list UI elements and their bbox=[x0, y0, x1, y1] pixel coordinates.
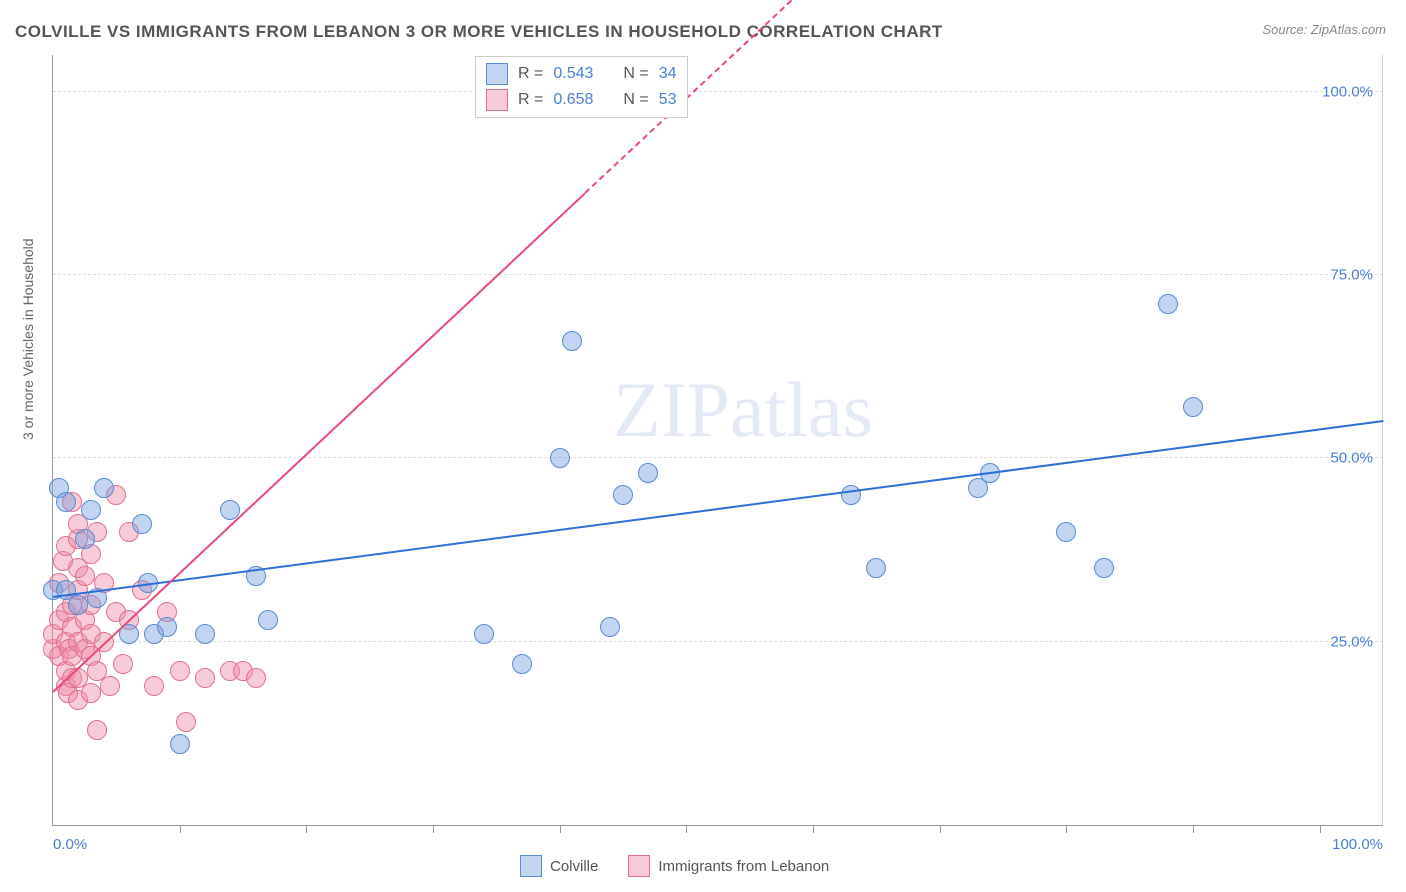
legend-swatch bbox=[520, 855, 542, 877]
correlation-legend: R = 0.543 N = 34 R = 0.658 N = 53 bbox=[475, 56, 688, 118]
data-point bbox=[613, 485, 633, 505]
legend-row: R = 0.543 N = 34 bbox=[486, 61, 677, 87]
x-tick bbox=[433, 825, 434, 833]
n-label: N = bbox=[623, 65, 648, 83]
data-point bbox=[94, 478, 114, 498]
series-legend: Colville Immigrants from Lebanon bbox=[520, 855, 829, 877]
gridline-h bbox=[53, 457, 1383, 458]
n-label: N = bbox=[623, 91, 648, 109]
data-point bbox=[841, 485, 861, 505]
r-value: 0.543 bbox=[553, 65, 593, 83]
data-point bbox=[75, 566, 95, 586]
data-point bbox=[562, 331, 582, 351]
chart-container: COLVILLE VS IMMIGRANTS FROM LEBANON 3 OR… bbox=[0, 0, 1406, 892]
x-tick bbox=[1193, 825, 1194, 833]
n-value: 34 bbox=[659, 65, 677, 83]
x-tick bbox=[686, 825, 687, 833]
trend-line bbox=[52, 193, 585, 693]
chart-title: COLVILLE VS IMMIGRANTS FROM LEBANON 3 OR… bbox=[15, 22, 943, 42]
source-label: Source: ZipAtlas.com bbox=[1262, 22, 1386, 37]
data-point bbox=[132, 514, 152, 534]
data-point bbox=[144, 676, 164, 696]
gridline-h bbox=[53, 91, 1383, 92]
data-point bbox=[87, 720, 107, 740]
x-tick bbox=[813, 825, 814, 833]
data-point bbox=[157, 617, 177, 637]
gridline-h bbox=[53, 641, 1383, 642]
plot-area: ZIPatlas 25.0%50.0%75.0%100.0%0.0%100.0% bbox=[52, 55, 1383, 826]
gridline-h bbox=[53, 274, 1383, 275]
data-point bbox=[1158, 294, 1178, 314]
legend-label: Colville bbox=[550, 858, 598, 875]
data-point bbox=[246, 668, 266, 688]
data-point bbox=[176, 712, 196, 732]
data-point bbox=[1183, 397, 1203, 417]
legend-label: Immigrants from Lebanon bbox=[658, 858, 829, 875]
r-label: R = bbox=[518, 91, 543, 109]
data-point bbox=[170, 661, 190, 681]
x-min-label: 0.0% bbox=[53, 836, 87, 853]
legend-swatch bbox=[486, 63, 508, 85]
y-tick-label: 75.0% bbox=[1330, 267, 1373, 284]
legend-item: Colville bbox=[520, 855, 598, 877]
y-tick-label: 25.0% bbox=[1330, 633, 1373, 650]
r-value: 0.658 bbox=[553, 91, 593, 109]
x-tick bbox=[1320, 825, 1321, 833]
x-tick bbox=[940, 825, 941, 833]
data-point bbox=[512, 654, 532, 674]
trend-line bbox=[53, 420, 1383, 598]
x-tick bbox=[306, 825, 307, 833]
y-tick-label: 50.0% bbox=[1330, 450, 1373, 467]
data-point bbox=[600, 617, 620, 637]
data-point bbox=[68, 595, 88, 615]
legend-swatch bbox=[486, 89, 508, 111]
data-point bbox=[550, 448, 570, 468]
x-tick bbox=[560, 825, 561, 833]
data-point bbox=[75, 529, 95, 549]
data-point bbox=[100, 676, 120, 696]
legend-item: Immigrants from Lebanon bbox=[628, 855, 829, 877]
data-point bbox=[56, 492, 76, 512]
legend-row: R = 0.658 N = 53 bbox=[486, 87, 677, 113]
legend-swatch bbox=[628, 855, 650, 877]
watermark: ZIPatlas bbox=[613, 365, 873, 455]
x-tick bbox=[180, 825, 181, 833]
data-point bbox=[1056, 522, 1076, 542]
data-point bbox=[638, 463, 658, 483]
y-axis-label: 3 or more Vehicles in Household bbox=[20, 238, 36, 440]
data-point bbox=[170, 734, 190, 754]
data-point bbox=[81, 683, 101, 703]
r-label: R = bbox=[518, 65, 543, 83]
x-max-label: 100.0% bbox=[1332, 836, 1383, 853]
y-tick-label: 100.0% bbox=[1322, 83, 1373, 100]
data-point bbox=[1094, 558, 1114, 578]
data-point bbox=[474, 624, 494, 644]
gridline-v bbox=[1382, 55, 1383, 825]
data-point bbox=[113, 654, 133, 674]
data-point bbox=[195, 668, 215, 688]
data-point bbox=[81, 500, 101, 520]
data-point bbox=[195, 624, 215, 644]
data-point bbox=[866, 558, 886, 578]
data-point bbox=[258, 610, 278, 630]
n-value: 53 bbox=[659, 91, 677, 109]
x-tick bbox=[1066, 825, 1067, 833]
